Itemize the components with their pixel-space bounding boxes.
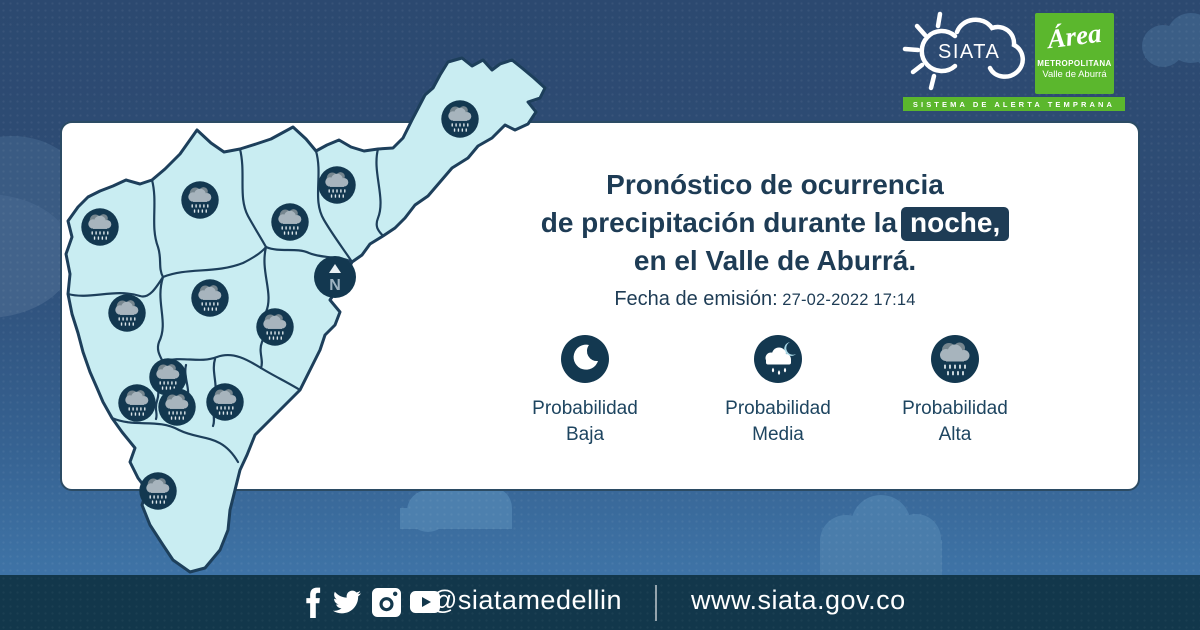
moon-icon	[561, 335, 609, 383]
title-highlight-noche: noche,	[901, 207, 1010, 241]
compass-north-icon: N	[314, 256, 356, 298]
legend-prob-media: Probabilidad Media	[693, 334, 863, 448]
municipality-rain-icon	[139, 472, 177, 510]
forecast-title: Pronóstico de ocurrencia de precipitació…	[460, 166, 1090, 280]
footer-bar: @siatamedellin www.siata.gov.co	[0, 575, 1200, 630]
legend-label: Probabilidad Alta	[902, 398, 1008, 445]
title-line3: en el Valle de Aburrá.	[633, 245, 917, 276]
siata-logo: SIATA	[902, 11, 1025, 91]
title-line2-text: de precipitación durante la	[540, 207, 898, 238]
youtube-icon[interactable]	[410, 591, 440, 613]
facebook-icon[interactable]	[300, 585, 322, 619]
area-logo-script: Área	[1045, 17, 1104, 55]
municipality-rain-icon	[441, 100, 479, 138]
title-line2: de precipitación durante la noche,	[460, 204, 1090, 242]
social-icons	[300, 584, 440, 620]
svg-text:SIATA: SIATA	[938, 41, 1000, 63]
title-line1: Pronóstico de ocurrencia	[606, 169, 944, 200]
area-metropolitana-logo: Área METROPOLITANA Valle de Aburrá	[1035, 13, 1114, 94]
valle-de-aburra-map: N	[64, 56, 547, 574]
area-logo-metropolitana: METROPOLITANA	[1037, 59, 1112, 68]
emission-date: Fecha de emisión: 27-02-2022 17:14	[460, 288, 1070, 311]
instagram-icon[interactable]	[372, 587, 401, 617]
municipality-rain-icon	[256, 308, 294, 346]
municipality-rain-icon	[318, 166, 356, 204]
municipality-rain-icon	[118, 384, 156, 422]
legend-label: Probabilidad Baja	[532, 398, 638, 445]
municipality-rain-icon	[81, 208, 119, 246]
social-handle[interactable]: @siatamedellin	[430, 585, 622, 615]
footer-divider	[655, 585, 657, 621]
legend-prob-baja: Probabilidad Baja	[500, 334, 670, 448]
map-outer-boundary	[64, 56, 547, 574]
cloud-heavy-rain-icon	[931, 335, 979, 383]
legend-label: Probabilidad Media	[725, 398, 831, 445]
municipality-rain-icon	[206, 383, 244, 421]
alert-system-banner: SISTEMA DE ALERTA TEMPRANA	[903, 97, 1125, 111]
website-link[interactable]: www.siata.gov.co	[691, 585, 906, 615]
emission-label: Fecha de emisión:	[614, 288, 778, 310]
legend-prob-alta: Probabilidad Alta	[870, 334, 1040, 448]
emission-value: 27-02-2022 17:14	[782, 291, 916, 309]
municipality-rain-icon	[108, 294, 146, 332]
municipality-rain-icon	[191, 279, 229, 317]
svg-text:N: N	[329, 277, 341, 294]
twitter-icon[interactable]	[331, 588, 363, 616]
municipality-rain-icon	[158, 388, 196, 426]
municipality-rain-icon	[181, 181, 219, 219]
area-logo-valle: Valle de Aburrá	[1042, 69, 1107, 80]
municipality-rain-icon	[271, 203, 309, 241]
cloud-drizzle-moon-icon	[754, 335, 802, 383]
